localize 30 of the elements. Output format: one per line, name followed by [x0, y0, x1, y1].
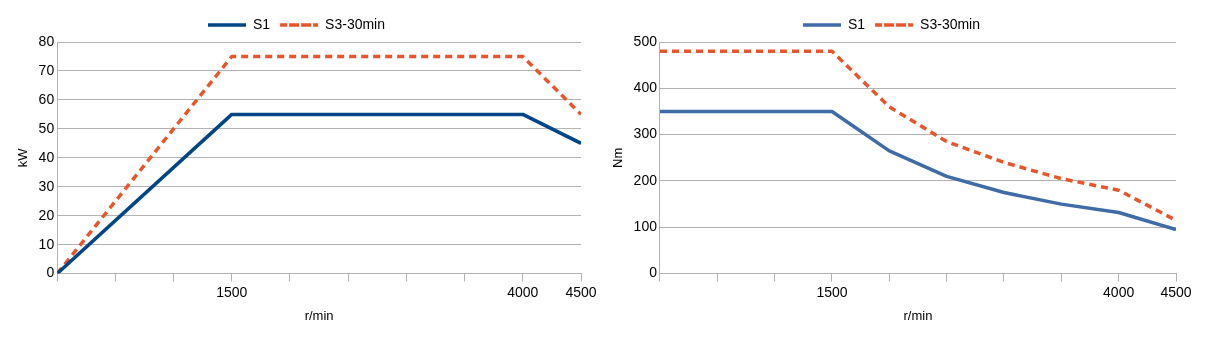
x-axis-title: r/min	[903, 307, 933, 323]
y-axis-title: kW	[15, 147, 31, 168]
y-tick-label: 50	[38, 119, 55, 136]
y-tick-label: 40	[38, 148, 55, 165]
x-axis-title: r/min	[304, 307, 334, 323]
y-axis-title: Nm	[610, 147, 626, 168]
y-tick-label: 60	[38, 90, 55, 107]
x-tick-label: 4000	[1103, 283, 1135, 300]
y-tick-label: 20	[38, 206, 55, 223]
y-tick-label: 0	[46, 264, 55, 281]
x-tick-label: 4000	[507, 283, 539, 300]
legend-label: S3-30min	[920, 15, 981, 32]
legend-label: S1	[847, 15, 866, 32]
legend-label: S3-30min	[325, 15, 386, 32]
y-tick-label: 70	[38, 61, 55, 78]
x-tick-label: 4500	[565, 283, 597, 300]
y-tick-label: 0	[649, 264, 658, 281]
y-tick-label: 300	[633, 125, 658, 142]
legend-label: S1	[252, 15, 271, 32]
x-tick-label: 1500	[216, 283, 248, 300]
y-tick-label: 200	[633, 171, 658, 188]
y-tick-label: 400	[633, 79, 658, 96]
y-tick-label: 100	[633, 218, 658, 235]
y-tick-label: 30	[38, 177, 55, 194]
x-tick-label: 1500	[816, 283, 848, 300]
y-tick-label: 80	[38, 32, 55, 49]
x-tick-label: 4500	[1160, 283, 1192, 300]
line-series	[659, 49, 1176, 223]
y-tick-label: 10	[38, 235, 55, 252]
y-tick-label: 500	[633, 32, 658, 49]
